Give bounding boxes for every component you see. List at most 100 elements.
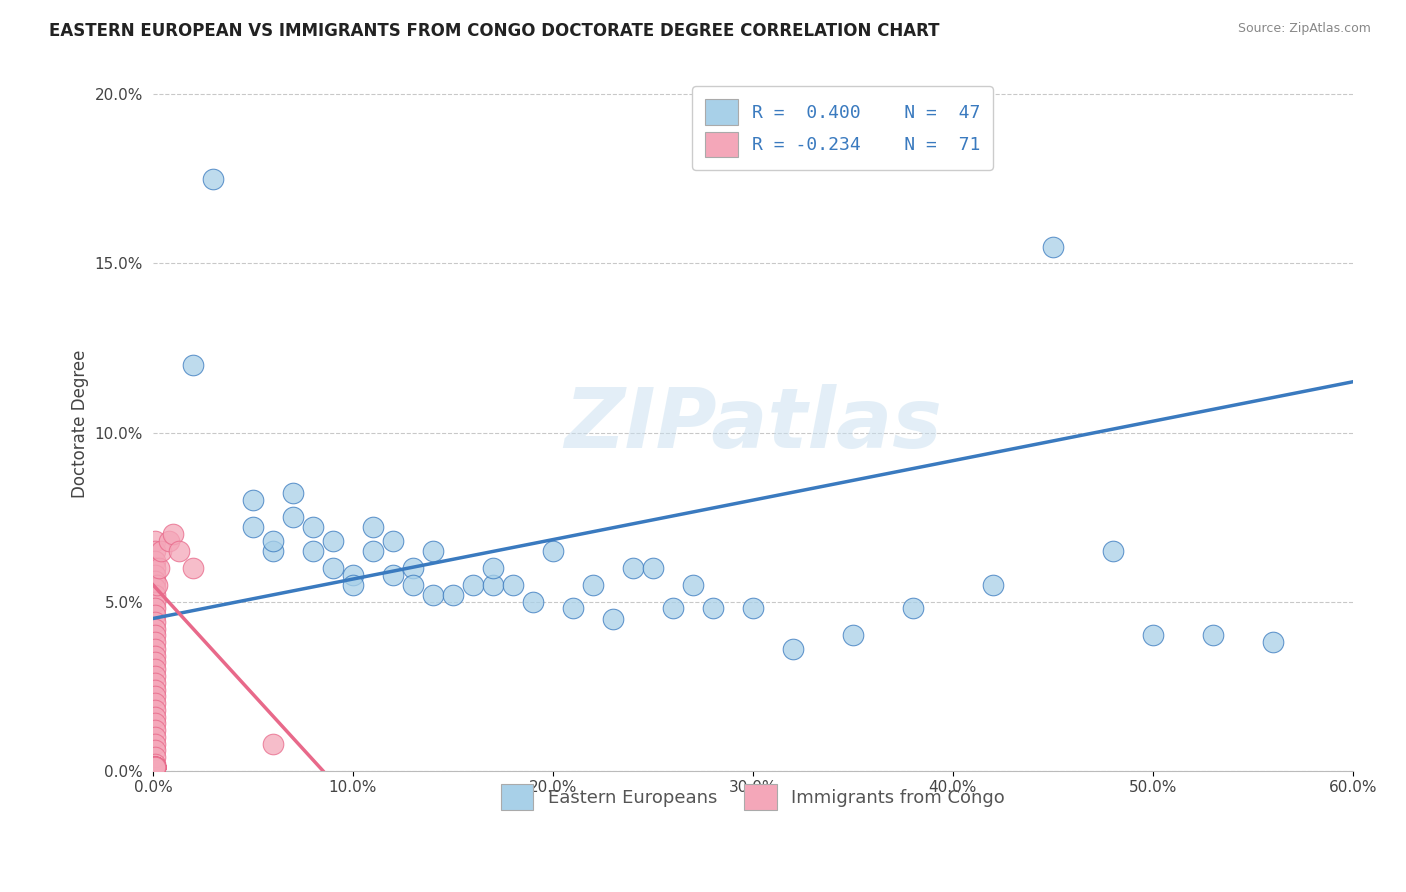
Point	[242, 493, 264, 508]
Point	[143, 760, 166, 774]
Point	[148, 561, 170, 575]
Point	[162, 527, 184, 541]
Point	[143, 750, 166, 764]
Legend: Eastern Europeans, Immigrants from Congo: Eastern Europeans, Immigrants from Congo	[486, 770, 1019, 824]
Point	[143, 567, 166, 582]
Point	[262, 544, 284, 558]
Point	[143, 574, 166, 589]
Point	[461, 577, 484, 591]
Point	[143, 594, 166, 608]
Point	[322, 561, 344, 575]
Point	[741, 601, 763, 615]
Point	[143, 760, 166, 774]
Point	[143, 760, 166, 774]
Point	[143, 716, 166, 731]
Point	[143, 554, 166, 568]
Point	[682, 577, 704, 591]
Point	[1042, 239, 1064, 253]
Point	[143, 730, 166, 744]
Point	[143, 656, 166, 670]
Point	[143, 743, 166, 757]
Point	[402, 577, 425, 591]
Point	[561, 601, 583, 615]
Point	[143, 760, 166, 774]
Point	[143, 760, 166, 774]
Point	[201, 172, 224, 186]
Point	[381, 567, 404, 582]
Point	[143, 696, 166, 710]
Point	[146, 577, 169, 591]
Point	[143, 682, 166, 697]
Point	[262, 533, 284, 548]
Point	[262, 737, 284, 751]
Point	[143, 760, 166, 774]
Point	[143, 760, 166, 774]
Point	[302, 544, 325, 558]
Point	[143, 760, 166, 774]
Point	[702, 601, 724, 615]
Point	[143, 760, 166, 774]
Point	[149, 544, 172, 558]
Text: ZIPatlas: ZIPatlas	[564, 384, 942, 465]
Point	[143, 669, 166, 683]
Point	[143, 760, 166, 774]
Point	[143, 648, 166, 663]
Point	[281, 510, 304, 524]
Point	[143, 760, 166, 774]
Point	[143, 760, 166, 774]
Point	[143, 690, 166, 704]
Text: EASTERN EUROPEAN VS IMMIGRANTS FROM CONGO DOCTORATE DEGREE CORRELATION CHART: EASTERN EUROPEAN VS IMMIGRANTS FROM CONG…	[49, 22, 939, 40]
Point	[143, 588, 166, 602]
Point	[381, 533, 404, 548]
Point	[143, 760, 166, 774]
Point	[143, 760, 166, 774]
Point	[181, 561, 204, 575]
Point	[441, 588, 464, 602]
Text: Source: ZipAtlas.com: Source: ZipAtlas.com	[1237, 22, 1371, 36]
Point	[522, 594, 544, 608]
Point	[143, 628, 166, 642]
Point	[143, 760, 166, 774]
Point	[242, 520, 264, 534]
Point	[181, 358, 204, 372]
Point	[143, 760, 166, 774]
Point	[143, 601, 166, 615]
Point	[322, 533, 344, 548]
Point	[582, 577, 605, 591]
Point	[602, 611, 624, 625]
Point	[143, 760, 166, 774]
Point	[842, 628, 865, 642]
Point	[422, 544, 444, 558]
Point	[621, 561, 644, 575]
Point	[981, 577, 1004, 591]
Point	[143, 533, 166, 548]
Point	[143, 608, 166, 623]
Point	[167, 544, 190, 558]
Point	[143, 675, 166, 690]
Point	[143, 544, 166, 558]
Point	[482, 561, 505, 575]
Point	[662, 601, 685, 615]
Point	[482, 577, 505, 591]
Point	[143, 760, 166, 774]
Point	[143, 760, 166, 774]
Point	[157, 533, 180, 548]
Point	[302, 520, 325, 534]
Point	[143, 760, 166, 774]
Point	[1202, 628, 1225, 642]
Point	[143, 642, 166, 657]
Point	[541, 544, 564, 558]
Point	[143, 760, 166, 774]
Point	[641, 561, 664, 575]
Point	[143, 760, 166, 774]
Point	[143, 760, 166, 774]
Point	[782, 642, 804, 657]
Point	[143, 760, 166, 774]
Point	[143, 760, 166, 774]
Point	[143, 635, 166, 649]
Point	[143, 581, 166, 595]
Point	[1101, 544, 1123, 558]
Point	[143, 760, 166, 774]
Point	[502, 577, 524, 591]
Y-axis label: Doctorate Degree: Doctorate Degree	[72, 350, 89, 499]
